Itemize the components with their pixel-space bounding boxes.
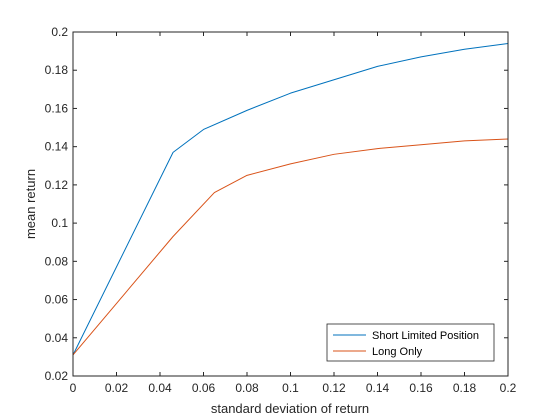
y-tick-label: 0.14 — [45, 140, 69, 154]
x-tick-label: 0.02 — [105, 381, 129, 395]
y-tick-label: 0.02 — [45, 369, 69, 383]
x-axis: 0 0.02 0.04 0.06 0.08 0.1 0.12 0.14 0.16 0.18 0.2 — [70, 32, 517, 395]
y-tick-label: 0.12 — [45, 178, 69, 192]
y-axis: 0.02 0.04 0.06 0.08 0.1 0.12 0.14 0.16 0.18 0.2 — [45, 25, 508, 383]
y-tick-label: 0.08 — [45, 254, 69, 268]
legend: Short Limited Position Long Only — [326, 323, 495, 362]
x-tick-label: 0.2 — [500, 381, 517, 395]
x-tick-label: 0.16 — [409, 381, 433, 395]
x-tick-label: 0.14 — [366, 381, 390, 395]
y-tick-label: 0.06 — [45, 293, 69, 307]
x-axis-label: standard deviation of return — [211, 401, 369, 416]
y-tick-label: 0.18 — [45, 63, 69, 77]
legend-box — [326, 323, 495, 362]
x-tick-label: 0.18 — [453, 381, 477, 395]
y-tick-label: 0.1 — [51, 216, 68, 230]
x-tick-label: 0.1 — [282, 381, 299, 395]
x-tick-label: 0.12 — [322, 381, 346, 395]
y-tick-label: 0.2 — [51, 25, 68, 39]
legend-label-short-limited-position: Short Limited Position — [372, 330, 479, 342]
y-tick-label: 0.04 — [45, 331, 69, 345]
legend-label-long-only: Long Only — [372, 346, 423, 358]
x-tick-label: 0.06 — [192, 381, 216, 395]
series-line-short-limited-position — [72, 42, 509, 356]
y-axis-label: mean return — [23, 169, 38, 239]
plot-area — [73, 32, 508, 376]
series-line-long-only — [72, 138, 509, 356]
x-tick-label: 0.04 — [148, 381, 172, 395]
series-layer — [72, 42, 509, 356]
y-tick-label: 0.16 — [45, 101, 69, 115]
x-tick-label: 0 — [70, 381, 77, 395]
x-tick-label: 0.08 — [235, 381, 259, 395]
